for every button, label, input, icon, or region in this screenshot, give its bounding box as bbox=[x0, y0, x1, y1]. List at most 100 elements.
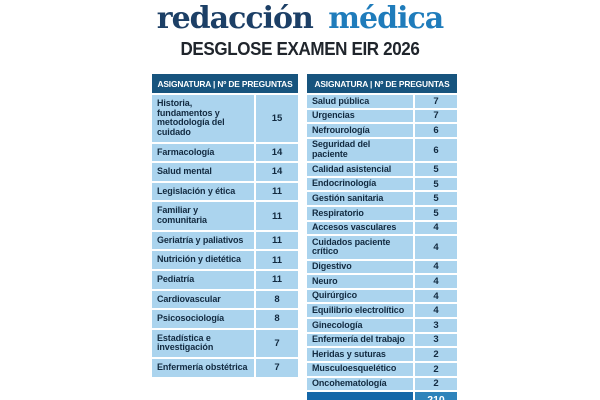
page-title: DESGLOSE EXAMEN EIR 2026 bbox=[180, 38, 420, 59]
table-row: Geriatría y paliativos 11 bbox=[152, 231, 298, 250]
questions-cell: 6 bbox=[415, 124, 457, 137]
subject-cell: Respiratorio bbox=[307, 207, 413, 220]
questions-cell: 14 bbox=[256, 163, 298, 181]
table-row: Legislación y ética 11 bbox=[152, 182, 298, 201]
subject-cell: Nefrourología bbox=[307, 124, 413, 137]
table-row: Salud pública 7 bbox=[307, 95, 457, 108]
subject-cell: Calidad asistencial bbox=[307, 163, 413, 176]
subjects-table-left: ASIGNATURA | Nº DE PREGUNTAS Historia, fu… bbox=[152, 74, 298, 377]
table-row: Cardiovascular 8 bbox=[152, 290, 298, 309]
subject-cell: Estadística e investigación bbox=[152, 329, 254, 357]
table-row: Oncohematología 2 bbox=[307, 377, 457, 391]
questions-cell: 2 bbox=[415, 377, 457, 391]
subject-cell: Quirúrgico bbox=[307, 289, 413, 303]
questions-cell: 8 bbox=[256, 310, 298, 328]
subjects-table-right: ASIGNATURA | Nº DE PREGUNTAS Salud públic… bbox=[307, 74, 457, 400]
questions-cell: 11 bbox=[256, 182, 298, 201]
questions-cell: 4 bbox=[415, 289, 457, 303]
table-row: Estadística e investigación 7 bbox=[152, 329, 298, 357]
questions-cell: 15 bbox=[256, 95, 298, 142]
table-row: Pediatría 11 bbox=[152, 270, 298, 289]
subject-cell: Cardiovascular bbox=[152, 290, 254, 309]
brand-logo-word-medica: médica bbox=[328, 1, 444, 36]
questions-cell: 4 bbox=[415, 304, 457, 317]
table-row: Nutrición y dietética 11 bbox=[152, 251, 298, 269]
table-row: Digestivo 4 bbox=[307, 260, 457, 274]
table-row: Seguridad del paciente 6 bbox=[307, 138, 457, 162]
table-row: Familiar y comunitaria 11 bbox=[152, 202, 298, 230]
questions-cell: 4 bbox=[415, 260, 457, 274]
subject-cell: Salud mental bbox=[152, 163, 254, 181]
questions-cell: 3 bbox=[415, 319, 457, 332]
subject-cell: Seguridad del paciente bbox=[307, 138, 413, 162]
tables-container: ASIGNATURA | Nº DE PREGUNTAS Historia, fu… bbox=[152, 74, 457, 400]
subject-cell: Musculoesquelético bbox=[307, 362, 413, 376]
subject-cell: Salud pública bbox=[307, 95, 413, 108]
subject-cell: Equilibrio electrolítico bbox=[307, 304, 413, 317]
questions-cell: 5 bbox=[415, 207, 457, 220]
questions-cell: 2 bbox=[415, 362, 457, 376]
subject-cell: Familiar y comunitaria bbox=[152, 202, 254, 230]
total-row: 210 bbox=[307, 392, 457, 400]
table-row: Ginecología 3 bbox=[307, 319, 457, 332]
subject-cell: Accesos vasculares bbox=[307, 221, 413, 235]
subject-cell: Urgencias bbox=[307, 109, 413, 123]
subject-cell: Historia, fundamentos y metodología del … bbox=[152, 95, 254, 142]
subject-cell: Gestión sanitaria bbox=[307, 192, 413, 205]
subject-cell: Digestivo bbox=[307, 260, 413, 274]
questions-cell: 7 bbox=[256, 359, 298, 377]
table-row: Gestión sanitaria 5 bbox=[307, 192, 457, 205]
table-row: Cuidados paciente crítico 4 bbox=[307, 236, 457, 259]
table-row: Nefrourología 6 bbox=[307, 124, 457, 137]
questions-cell: 11 bbox=[256, 202, 298, 230]
table-row: Urgencias 7 bbox=[307, 109, 457, 123]
total-value-cell: 210 bbox=[415, 392, 457, 400]
subject-cell: Pediatría bbox=[152, 270, 254, 289]
table-row: Equilibrio electrolítico 4 bbox=[307, 304, 457, 317]
subject-cell: Enfermería del trabajo bbox=[307, 333, 413, 347]
table-row: Endocrinología 5 bbox=[307, 177, 457, 191]
subject-cell: Enfermería obstétrica bbox=[152, 359, 254, 377]
subject-cell: Heridas y suturas bbox=[307, 348, 413, 361]
table-row: Neuro 4 bbox=[307, 275, 457, 288]
subject-cell: Endocrinología bbox=[307, 177, 413, 191]
questions-cell: 4 bbox=[415, 236, 457, 259]
questions-cell: 5 bbox=[415, 192, 457, 205]
subject-cell: Legislación y ética bbox=[152, 182, 254, 201]
questions-cell: 5 bbox=[415, 163, 457, 176]
subject-cell: Ginecología bbox=[307, 319, 413, 332]
table-row: Enfermería del trabajo 3 bbox=[307, 333, 457, 347]
questions-cell: 7 bbox=[415, 95, 457, 108]
questions-cell: 6 bbox=[415, 138, 457, 162]
table-row: Enfermería obstétrica 7 bbox=[152, 359, 298, 377]
questions-cell: 7 bbox=[415, 109, 457, 123]
table-row: Respiratorio 5 bbox=[307, 207, 457, 220]
subject-cell: Geriatría y paliativos bbox=[152, 231, 254, 250]
questions-cell: 14 bbox=[256, 143, 298, 162]
table-row: Salud mental 14 bbox=[152, 163, 298, 181]
questions-cell: 7 bbox=[256, 329, 298, 357]
table-row: Musculoesquelético 2 bbox=[307, 362, 457, 376]
subject-cell: Neuro bbox=[307, 275, 413, 288]
questions-cell: 5 bbox=[415, 177, 457, 191]
subject-cell: Psicosociología bbox=[152, 310, 254, 328]
table-row: Historia, fundamentos y metodología del … bbox=[152, 95, 298, 142]
subject-cell: Farmacología bbox=[152, 143, 254, 162]
questions-cell: 11 bbox=[256, 251, 298, 269]
table-row: Farmacología 14 bbox=[152, 143, 298, 162]
questions-cell: 4 bbox=[415, 275, 457, 288]
questions-cell: 2 bbox=[415, 348, 457, 361]
total-label-cell bbox=[307, 392, 413, 400]
brand-logo-word-redaccion: redacción bbox=[156, 1, 314, 36]
questions-cell: 4 bbox=[415, 221, 457, 235]
subject-cell: Nutrición y dietética bbox=[152, 251, 254, 269]
questions-cell: 11 bbox=[256, 270, 298, 289]
table-header: ASIGNATURA | Nº DE PREGUNTAS bbox=[152, 74, 298, 93]
subject-cell: Oncohematología bbox=[307, 377, 413, 391]
table-row: Calidad asistencial 5 bbox=[307, 163, 457, 176]
questions-cell: 3 bbox=[415, 333, 457, 347]
table-header: ASIGNATURA | Nº DE PREGUNTAS bbox=[307, 74, 457, 93]
table-row: Quirúrgico 4 bbox=[307, 289, 457, 303]
table-row: Heridas y suturas 2 bbox=[307, 348, 457, 361]
